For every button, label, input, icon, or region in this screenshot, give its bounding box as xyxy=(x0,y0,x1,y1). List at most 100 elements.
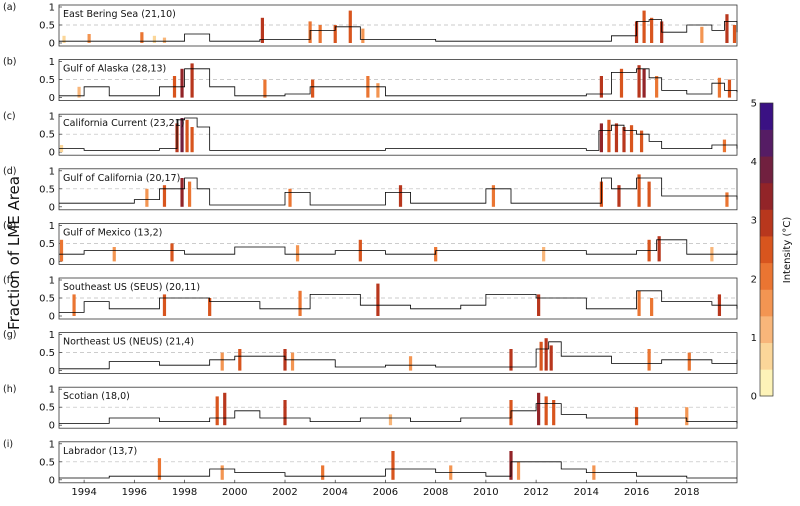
bar xyxy=(655,76,659,98)
bar xyxy=(140,32,144,43)
y-tick-label: 0.5 xyxy=(39,130,55,141)
panel-title: East Bering Sea (21,10) xyxy=(63,9,176,20)
x-tick-label: 1996 xyxy=(122,487,147,498)
bar xyxy=(599,123,603,153)
bar xyxy=(685,407,689,426)
figure-ylabel: Fraction of LME Area xyxy=(5,176,23,330)
x-tick-label: 2006 xyxy=(373,487,398,498)
y-tick-label: 0.5 xyxy=(39,403,55,414)
bar xyxy=(544,338,548,371)
bar xyxy=(295,245,300,262)
bar xyxy=(642,68,646,98)
y-tick-label: 0.5 xyxy=(39,457,55,468)
y-tick-label: 0 xyxy=(49,93,55,104)
panel-6: 0 0.5 1 (g) Northeast US (NEUS) (21,4) xyxy=(3,330,738,377)
colorbar-tick-label: 3 xyxy=(751,216,757,227)
bar xyxy=(622,127,626,153)
panel-label: (d) xyxy=(3,166,16,177)
bar xyxy=(333,25,337,43)
bar xyxy=(516,461,521,480)
bar xyxy=(170,243,174,262)
panel-frame xyxy=(58,59,738,101)
y-tick-label: 0.5 xyxy=(39,348,55,359)
x-tick-label: 2010 xyxy=(473,487,498,498)
bar xyxy=(700,26,704,43)
bar xyxy=(157,458,162,480)
y-tick-label: 0 xyxy=(49,148,55,159)
y-tick-label: 1 xyxy=(49,112,55,123)
bar xyxy=(180,118,184,153)
colorbar-segment xyxy=(760,342,773,370)
bar xyxy=(650,298,654,316)
bar xyxy=(321,465,325,480)
panels: 0 0.5 1 (a) East Bering Sea (21,10) 0 0.5 1 (b) G… xyxy=(3,2,738,486)
y-tick-label: 0 xyxy=(49,257,55,268)
bar xyxy=(112,247,116,262)
bar xyxy=(376,83,380,98)
x-tick-label: 2004 xyxy=(322,487,347,498)
colorbar-tick-label: 4 xyxy=(751,157,757,168)
x-tick-label: 2002 xyxy=(272,487,297,498)
bar xyxy=(283,400,287,426)
panel-2: 0 0.5 1 (c) California Current (23,21) xyxy=(3,111,738,159)
x-tick-label: 2014 xyxy=(574,487,599,498)
series-line xyxy=(59,117,738,151)
bar xyxy=(162,185,167,207)
colorbar-segment xyxy=(760,156,773,184)
series-line xyxy=(59,403,738,424)
panel-label: (a) xyxy=(3,2,16,13)
x-tick-label: 2000 xyxy=(222,487,247,498)
colorbar-segment xyxy=(760,262,773,290)
panel-title: Labrador (13,7) xyxy=(63,446,137,457)
bar xyxy=(614,123,619,153)
colorbar-tick-label: 1 xyxy=(751,333,757,344)
series-line xyxy=(59,461,737,479)
bar xyxy=(617,185,621,207)
colorbar-segment xyxy=(760,209,773,237)
colorbar-segment xyxy=(760,369,773,397)
y-tick-label: 1 xyxy=(49,330,55,341)
panel-title: Southeast US (SEUS) (20,11) xyxy=(63,282,200,293)
bar xyxy=(187,181,192,207)
x-tick-label: 1998 xyxy=(172,487,197,498)
series-line xyxy=(59,177,738,206)
y-tick-label: 0.5 xyxy=(39,239,55,250)
panel-3: 0 0.5 1 (d) Gulf of California (20,17) xyxy=(3,166,738,213)
bar xyxy=(650,17,654,43)
bar xyxy=(537,392,541,426)
bar xyxy=(59,239,64,262)
x-tick-label: 2008 xyxy=(423,487,448,498)
panel-label: (c) xyxy=(3,111,16,122)
colorbar-segment xyxy=(760,129,773,157)
y-tick-label: 0 xyxy=(49,366,55,377)
bar xyxy=(223,392,227,426)
colorbar-frame xyxy=(759,102,774,397)
x-axis: 1994 1996 1998 2000 2002 2004 2006 2008 2010 2012… xyxy=(71,479,700,498)
bar xyxy=(647,349,651,371)
bar xyxy=(376,283,380,316)
y-tick-label: 0 xyxy=(49,312,55,323)
y-tick-label: 1 xyxy=(49,221,55,232)
x-tick-label: 1994 xyxy=(71,487,96,498)
y-tick-label: 0 xyxy=(49,421,55,432)
bar xyxy=(215,396,219,426)
panel-title: California Current (23,21) xyxy=(63,118,184,129)
panel-title: Gulf of Alaska (28,13) xyxy=(63,64,166,75)
y-tick-label: 1 xyxy=(49,3,55,14)
bar xyxy=(725,14,729,43)
bar xyxy=(732,25,737,43)
series-line xyxy=(59,341,738,370)
series-line xyxy=(59,290,738,313)
bar xyxy=(642,10,646,44)
series-line xyxy=(59,19,738,42)
y-tick-label: 0.5 xyxy=(39,294,55,305)
bar xyxy=(288,188,292,207)
bar xyxy=(637,174,641,207)
bar xyxy=(408,356,413,371)
colorbar-segment xyxy=(760,289,773,317)
bar xyxy=(263,79,267,98)
bar xyxy=(238,349,242,371)
y-tick-label: 1 xyxy=(49,276,55,287)
bar xyxy=(717,77,722,98)
panel-frame xyxy=(58,332,738,375)
